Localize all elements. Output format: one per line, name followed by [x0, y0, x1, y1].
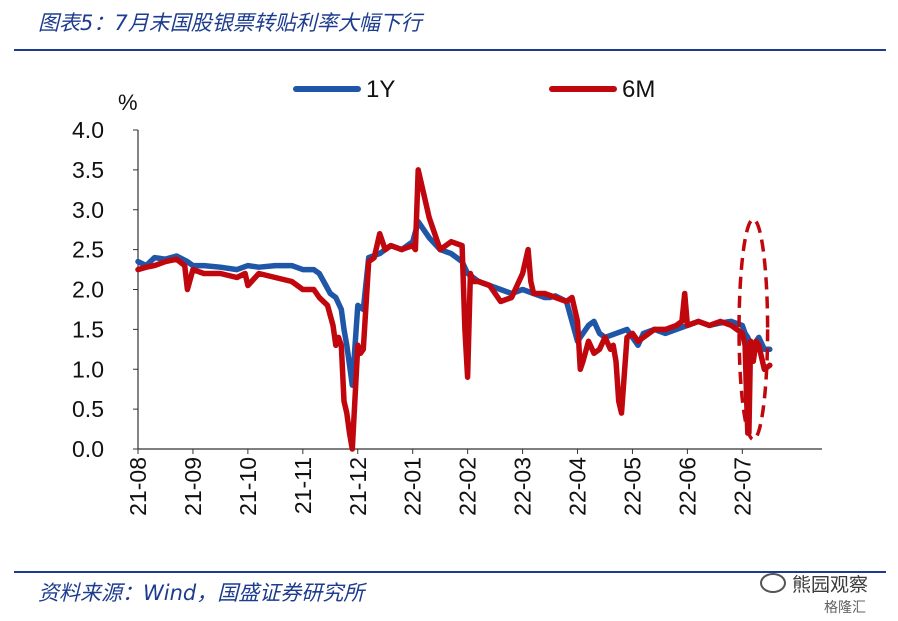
line-chart: 1Y 6M % 0.0 0.5 1.0 1.5 2.0 2.5 3.0 3.5 4.0 21-0…: [72, 76, 822, 516]
x-tick-label: 22-06: [674, 457, 700, 516]
series-line-1y: [135, 218, 773, 388]
x-tick-label: 22-05: [619, 457, 645, 516]
y-tick-label: 3.5: [72, 157, 104, 183]
x-tick-label: 22-07: [729, 457, 755, 516]
legend: 1Y 6M: [293, 76, 655, 103]
watermark-sub: 格隆汇: [824, 600, 866, 616]
y-tick-label: 1.5: [72, 316, 104, 342]
highlight-ellipse: [737, 217, 770, 442]
footer-divider: [14, 571, 886, 573]
legend-label-6m: 6M: [622, 76, 655, 103]
series-line-6m: [135, 167, 773, 452]
y-tick-label: 2.5: [72, 237, 104, 263]
watermark-label: 熊园观察: [759, 570, 868, 597]
x-tick-label: 21-11: [290, 457, 316, 514]
x-tick-label: 21-12: [345, 457, 371, 516]
y-tick-label: 3.0: [72, 197, 104, 223]
x-tick-label: 21-10: [235, 457, 261, 516]
axes: [133, 129, 822, 454]
series-lines: [135, 167, 773, 452]
x-tick-label: 22-03: [510, 457, 536, 516]
y-tick-label: 2.0: [72, 277, 104, 303]
y-tick-label: 4.0: [72, 117, 104, 143]
wechat-bubble-icon: [759, 573, 786, 593]
title-divider: [14, 49, 886, 51]
legend-label-1y: 1Y: [366, 76, 395, 103]
y-tick-label: 1.0: [72, 356, 104, 382]
y-tick-labels: 0.0 0.5 1.0 1.5 2.0 2.5 3.0 3.5 4.0: [72, 117, 104, 462]
y-tick-label: 0.0: [72, 436, 104, 462]
x-tick-label: 22-04: [565, 457, 591, 516]
highlight-ellipse-shape: [737, 217, 770, 442]
x-tick-label: 22-01: [400, 457, 426, 516]
y-tick-label: 0.5: [72, 396, 104, 422]
x-tick-label: 21-09: [180, 457, 206, 516]
source-note: 资料来源：Wind，国盛证券研究所: [38, 581, 365, 605]
chart-title: 图表5：7月末国股银票转贴利率大幅下行: [38, 11, 422, 35]
y-axis-unit: %: [118, 90, 138, 115]
x-tick-label: 22-02: [455, 457, 481, 516]
x-tick-label: 21-08: [125, 457, 151, 516]
watermark-text: 熊园观察: [791, 574, 868, 596]
x-tick-labels: 21-08 21-09 21-10 21-11 21-12 22-01 22-02 22-03…: [125, 457, 755, 516]
